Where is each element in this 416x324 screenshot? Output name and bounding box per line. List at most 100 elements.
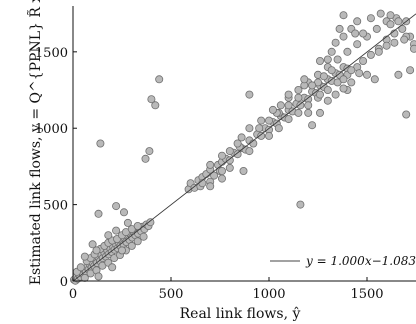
y-tick-label: 500	[43, 199, 68, 214]
scatter-point	[118, 246, 127, 255]
scatter-point	[315, 57, 324, 66]
scatter-point	[141, 154, 150, 163]
fit-line-layer	[72, 13, 416, 282]
scatter-point	[333, 55, 342, 64]
scatter-point	[94, 209, 103, 218]
scatter-point	[296, 101, 305, 110]
scatter-point	[319, 72, 328, 81]
scatter-point	[206, 182, 215, 191]
scatter-point	[108, 263, 117, 272]
scatter-point	[146, 218, 155, 227]
scatter-point	[359, 29, 368, 38]
scatter-point	[339, 75, 348, 84]
scatter-point	[410, 44, 416, 53]
scatter-point	[351, 29, 360, 38]
scatter-point	[96, 139, 105, 148]
scatter-point	[210, 171, 219, 180]
scatter-points	[70, 9, 416, 285]
scatter-point	[104, 231, 113, 240]
y-axis-title: Estimated link flows, y = Q^{PPNL} R̃ x	[26, 0, 44, 285]
scatter-point	[323, 96, 332, 105]
scatter-point	[372, 24, 381, 33]
tick-labels: 0 500 1000 1500 0 500 1000 1500	[35, 46, 384, 302]
fit-line	[72, 13, 416, 282]
scatter-point	[339, 11, 348, 20]
scatter-point	[112, 226, 121, 235]
legend-box	[263, 248, 414, 270]
scatter-point	[133, 237, 142, 246]
scatter-point	[366, 14, 375, 23]
scatter-point	[315, 90, 324, 99]
scatter-point	[359, 57, 368, 66]
scatter-point	[245, 147, 254, 156]
scatter-point	[127, 241, 136, 250]
scatter-point	[382, 41, 391, 50]
scatter-point	[366, 50, 375, 59]
scatter-point	[284, 90, 293, 99]
scatter-point	[304, 101, 313, 110]
scatter-point	[294, 86, 303, 95]
x-axis-title: Real link flows, ŷ	[180, 305, 301, 322]
scatter-point	[339, 84, 348, 93]
scatter-point	[147, 95, 156, 104]
scatter-point	[217, 151, 226, 160]
scatter-point	[339, 32, 348, 41]
scatter-point	[353, 17, 362, 26]
x-tick-label: 1500	[350, 287, 383, 302]
scatter-point	[92, 246, 101, 255]
scatter-point	[255, 124, 264, 133]
scatter-point	[362, 70, 371, 79]
scatter-point	[274, 124, 283, 133]
scatter-point	[347, 66, 356, 75]
scatter-point	[155, 75, 164, 84]
x-tick-label: 1000	[252, 287, 285, 302]
scatter-point	[294, 108, 303, 117]
scatter-point	[284, 115, 293, 124]
scatter-point	[323, 55, 332, 64]
scatter-point	[257, 116, 266, 125]
scatter-point	[264, 116, 273, 125]
legend-label: y = 1.000x−1.083	[305, 254, 416, 268]
scatter-point	[80, 252, 89, 261]
scatter-point	[133, 221, 142, 230]
scatter-point	[239, 166, 248, 175]
scatter-point	[343, 47, 352, 56]
scatter-point	[264, 131, 273, 140]
scatter-point	[245, 124, 254, 133]
scatter-point	[374, 47, 383, 56]
scatter-point	[315, 108, 324, 117]
scatter-point	[276, 101, 285, 110]
scatter-point	[245, 90, 254, 99]
scatter-point	[304, 108, 313, 117]
scatter-point	[120, 208, 129, 217]
scatter-point	[331, 38, 340, 47]
y-tick-label: 0	[60, 275, 68, 290]
scatter-point	[327, 66, 336, 75]
scatter-point	[284, 101, 293, 110]
scatter-point	[217, 174, 226, 183]
y-tick-label: 1500	[35, 46, 68, 61]
legend: y = 1.000x−1.083	[263, 248, 416, 270]
scatter-point	[308, 121, 317, 130]
scatter-point	[233, 139, 242, 148]
axes	[72, 6, 416, 282]
scatter-point	[327, 47, 336, 56]
scatter-point	[376, 9, 385, 18]
scatter-point	[394, 17, 403, 26]
scatter-point	[257, 131, 266, 140]
scatter-point	[347, 78, 356, 87]
scatter-point	[386, 20, 395, 29]
scatter-point	[206, 160, 215, 169]
scatter-point	[112, 202, 121, 211]
scatter-point	[88, 240, 97, 249]
scatter-point	[237, 133, 246, 142]
scatter-point	[402, 110, 411, 119]
scatter-point	[123, 218, 132, 227]
scatter-point	[355, 69, 364, 78]
scatter-point	[308, 81, 317, 90]
scatter-point	[294, 93, 303, 102]
scatter-point	[225, 147, 234, 156]
scatter-point	[225, 156, 234, 165]
scatter-point	[335, 24, 344, 33]
